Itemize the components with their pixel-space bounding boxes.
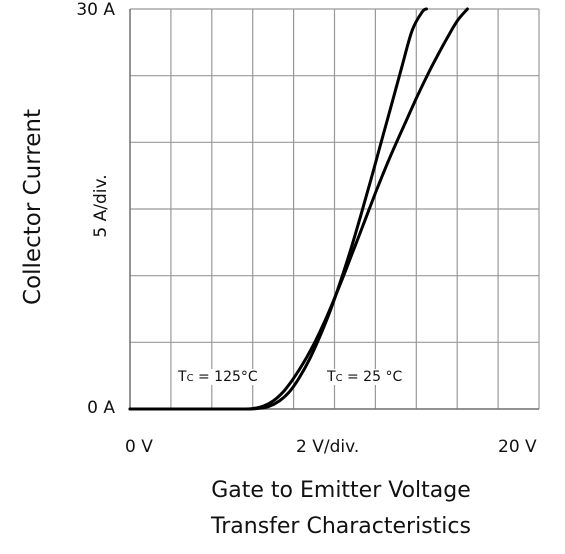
y-axis-label: Collector Current	[20, 109, 46, 305]
series-line-25c	[128, 7, 428, 411]
series-label-25c-sub: C	[335, 373, 343, 384]
series-label-125c-rest: = 125°C	[193, 369, 258, 385]
y-scale-label: 5 A/div.	[91, 174, 111, 238]
x-scale-label: 2 V/div.	[296, 437, 360, 457]
chart-subtitle: Transfer Characteristics	[211, 514, 471, 539]
series-label-25c: TC = 25 °C	[326, 369, 404, 385]
x-tick-label-left: 0 V	[125, 437, 153, 457]
y-tick-label-top: 30 A	[76, 0, 115, 20]
x-tick-label-right: 20 V	[498, 437, 537, 457]
x-axis-label: Gate to Emitter Voltage	[211, 478, 471, 503]
grid	[129, 8, 540, 410]
series-label-125c-t: T	[178, 369, 187, 385]
series-label-25c-rest: = 25 °C	[342, 369, 403, 385]
series-layer	[128, 7, 469, 411]
series-label-125c-sub: C	[186, 373, 194, 384]
y-tick-label-bottom: 0 A	[87, 398, 115, 418]
series-label-125c: TC = 125°C	[177, 369, 259, 385]
series-label-25c-t: T	[327, 369, 336, 385]
